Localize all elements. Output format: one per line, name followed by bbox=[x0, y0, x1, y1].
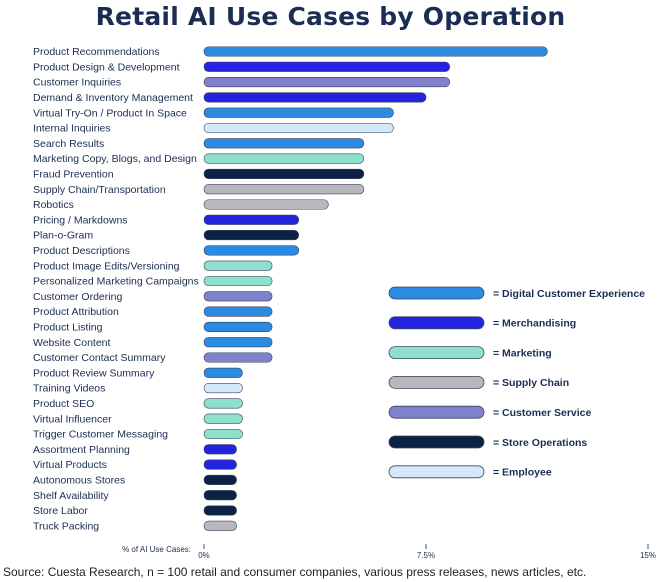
bar bbox=[203, 321, 273, 332]
bar bbox=[203, 352, 273, 363]
legend-label: = Employee bbox=[493, 467, 552, 479]
bar bbox=[203, 490, 237, 501]
category-label: Supply Chain/Transportation bbox=[33, 184, 166, 196]
bar bbox=[203, 77, 450, 88]
x-tick-label: 7.5% bbox=[417, 551, 435, 560]
bar bbox=[203, 153, 365, 164]
category-label: Customer Ordering bbox=[33, 291, 122, 303]
bar bbox=[203, 505, 237, 516]
bar bbox=[203, 184, 365, 195]
bar bbox=[203, 428, 243, 440]
legend-label: = Supply Chain bbox=[493, 377, 569, 389]
chart-title: Retail AI Use Cases by Operation bbox=[95, 2, 566, 31]
category-label: Plan-o-Gram bbox=[33, 230, 93, 242]
category-label: Product Listing bbox=[33, 322, 103, 334]
bar bbox=[203, 520, 237, 531]
bar bbox=[203, 367, 243, 378]
category-labels: Product Recommendations Product Design & … bbox=[33, 46, 199, 532]
legend: = Digital Customer Experience = Merchandi… bbox=[388, 286, 645, 479]
category-label: Internal Inquiries bbox=[33, 123, 111, 135]
legend-swatch bbox=[388, 405, 485, 419]
legend-swatch bbox=[388, 316, 485, 330]
category-label: Shelf Availability bbox=[33, 490, 109, 502]
bar bbox=[203, 398, 243, 409]
bar bbox=[203, 92, 427, 103]
legend-swatch bbox=[388, 435, 485, 449]
category-label: Product Attribution bbox=[33, 306, 119, 318]
category-label: Training Videos bbox=[33, 383, 105, 395]
bar bbox=[203, 199, 329, 210]
bar bbox=[203, 291, 273, 302]
bar bbox=[203, 474, 237, 485]
legend-swatch bbox=[388, 346, 485, 360]
category-label: Trigger Customer Messaging bbox=[33, 429, 168, 441]
category-label: Product Recommendations bbox=[33, 46, 160, 58]
x-axis: % of AI Use Cases: 0% 7.5% 15% bbox=[122, 544, 656, 560]
category-label: Website Content bbox=[33, 337, 111, 349]
bar bbox=[203, 459, 237, 470]
category-label: Truck Packing bbox=[33, 520, 99, 532]
legend-label: = Store Operations bbox=[493, 437, 587, 449]
category-label: Personalized Marketing Campaigns bbox=[33, 276, 199, 288]
legend-label: = Merchandising bbox=[493, 318, 576, 330]
bar bbox=[203, 306, 273, 317]
bars bbox=[203, 46, 548, 531]
category-label: Product Image Edits/Versioning bbox=[33, 260, 180, 272]
bar bbox=[203, 275, 273, 287]
category-label: Product Design & Development bbox=[33, 61, 180, 73]
legend-swatch bbox=[388, 286, 485, 300]
category-label: Product Review Summary bbox=[33, 367, 155, 379]
category-label: Virtual Influencer bbox=[33, 413, 112, 425]
category-label: Virtual Try-On / Product In Space bbox=[33, 107, 187, 119]
x-tick-label: 0% bbox=[198, 551, 210, 560]
bar bbox=[203, 168, 365, 179]
bar bbox=[203, 230, 300, 241]
bar bbox=[203, 61, 450, 72]
bar bbox=[203, 214, 300, 225]
category-label: Store Labor bbox=[33, 505, 88, 517]
x-tick-label: 15% bbox=[640, 551, 656, 560]
bar bbox=[203, 413, 243, 424]
bar bbox=[203, 46, 548, 57]
category-label: Virtual Products bbox=[33, 459, 107, 471]
bar bbox=[203, 245, 300, 256]
category-label: Search Results bbox=[33, 138, 104, 150]
category-label: Demand & Inventory Management bbox=[33, 92, 193, 104]
category-label: Product Descriptions bbox=[33, 245, 130, 257]
category-label: Autonomous Stores bbox=[33, 475, 125, 487]
bar bbox=[203, 138, 365, 149]
legend-label: = Digital Customer Experience bbox=[493, 288, 645, 300]
legend-swatch bbox=[388, 375, 485, 389]
category-label: Fraud Prevention bbox=[33, 169, 114, 181]
category-label: Marketing Copy, Blogs, and Design bbox=[33, 153, 197, 165]
bar bbox=[203, 444, 237, 455]
legend-swatch bbox=[388, 465, 485, 479]
legend-label: = Marketing bbox=[493, 347, 552, 359]
category-label: Customer Inquiries bbox=[33, 77, 121, 89]
legend-label: = Customer Service bbox=[493, 407, 592, 419]
bar bbox=[203, 383, 243, 394]
category-label: Customer Contact Summary bbox=[33, 352, 166, 364]
category-label: Robotics bbox=[33, 199, 74, 211]
source-note: Source: Cuesta Research, n = 100 retail … bbox=[3, 565, 587, 579]
bar bbox=[203, 122, 394, 134]
category-label: Pricing / Markdowns bbox=[33, 214, 128, 226]
bar bbox=[203, 260, 273, 271]
bar bbox=[203, 107, 394, 118]
bar bbox=[203, 337, 273, 348]
category-label: Product SEO bbox=[33, 398, 94, 410]
x-axis-title: % of AI Use Cases: bbox=[122, 545, 191, 554]
category-label: Assortment Planning bbox=[33, 444, 130, 456]
